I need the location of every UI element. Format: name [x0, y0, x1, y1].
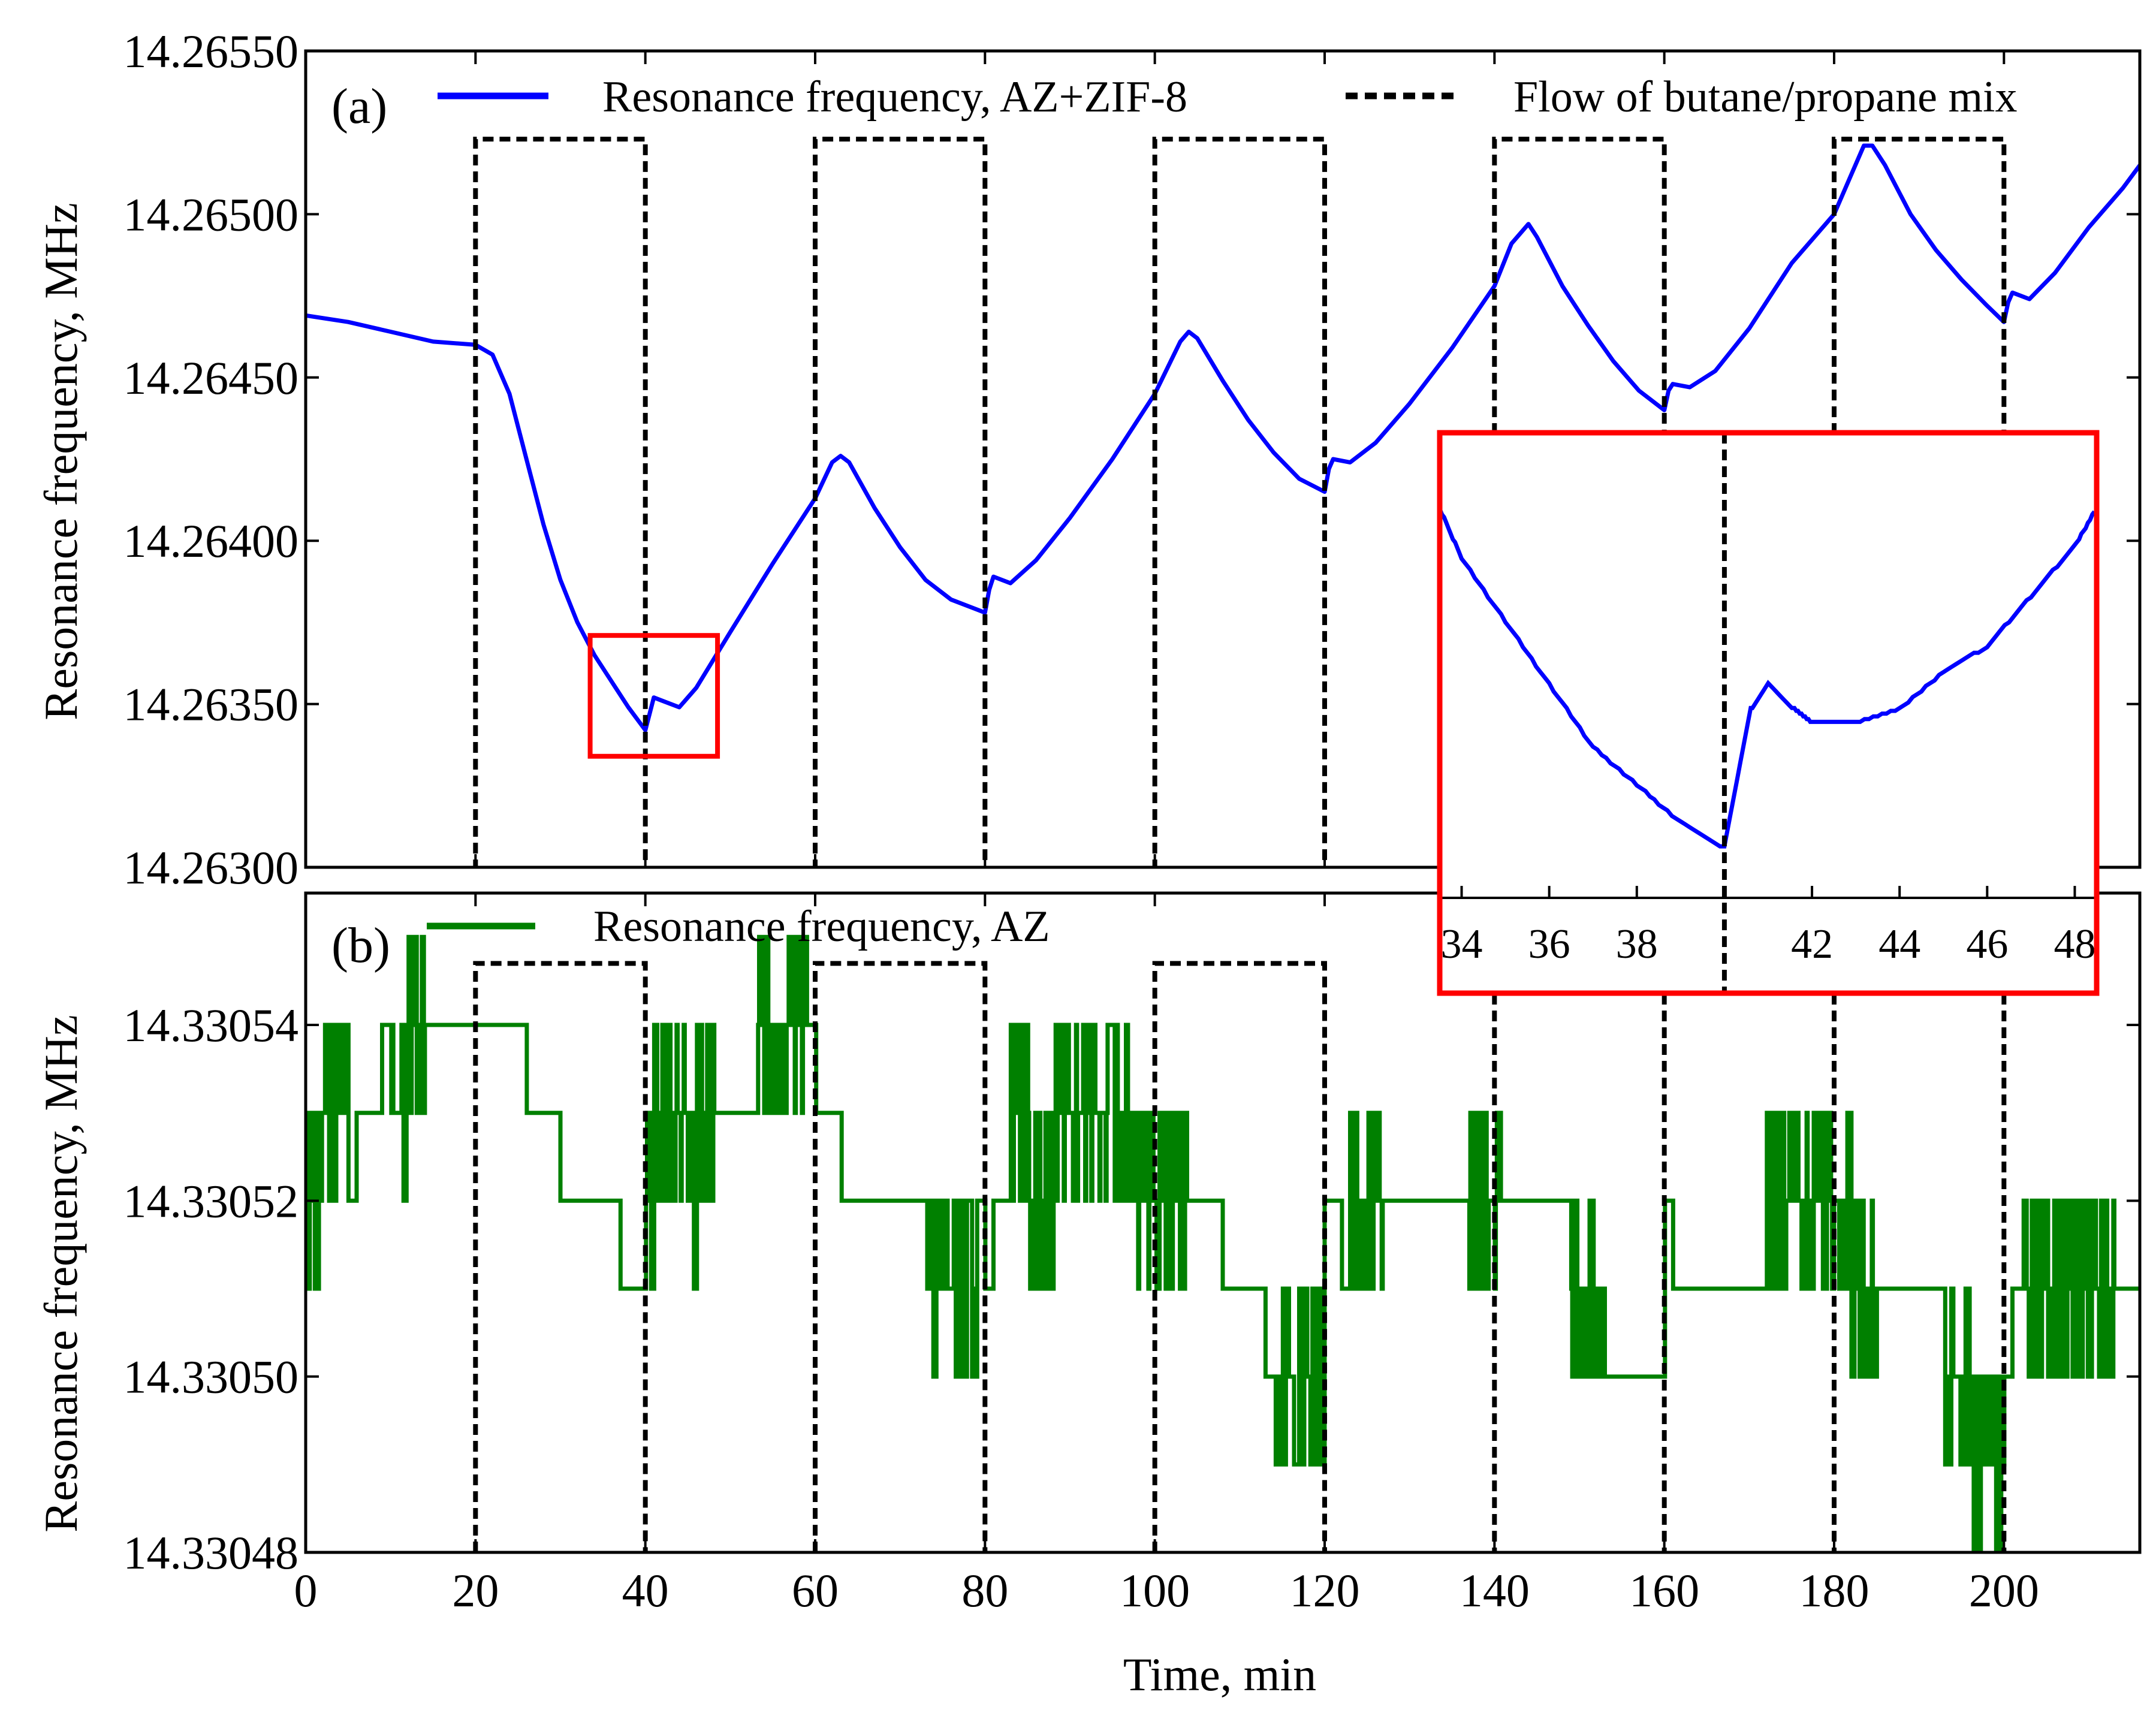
inset-xtick-label: 38	[1616, 921, 1658, 967]
panel-b-xtick-label: 20	[452, 1564, 499, 1617]
inset-xtick-label: 44	[1878, 921, 1920, 967]
panel-a-ytick-label: 14.26450	[123, 352, 299, 404]
legend-label-dashed: Flow of butane/propane mix	[1513, 73, 2018, 122]
panel-a-legend: Resonance frequency, AZ+ZIF-8 Flow of bu…	[438, 73, 2018, 122]
panel-b-xtick-label: 60	[792, 1564, 839, 1617]
panel-b-xtick-label: 120	[1290, 1564, 1360, 1617]
inset-xtick-label: 48	[2054, 921, 2095, 967]
inset-xtick-label: 42	[1791, 921, 1833, 967]
inset-frame	[1437, 430, 2100, 996]
panel-a: 14.26300 14.26350 14.26400 14.26450 14.26500…	[35, 25, 2142, 894]
flow-pulse-b-2	[813, 961, 988, 1552]
panel-b-xtick-label: 100	[1120, 1564, 1190, 1617]
panel-b-ylabel: Resonance frequency, MHz	[35, 1015, 87, 1532]
panel-a-ytick-label: 14.26350	[123, 678, 299, 731]
flow-pulse-a-1	[473, 137, 648, 867]
panel-b-xtick-label: 180	[1799, 1564, 1869, 1617]
x-axis-title: Time, min	[1123, 1648, 1316, 1700]
inset-xtick-label: 34	[1441, 921, 1483, 967]
panel-a-ylabel: Resonance frequency, MHz	[35, 203, 87, 720]
panel-b-xtick-label: 140	[1460, 1564, 1530, 1617]
panel-b-xtick-label: 160	[1629, 1564, 1699, 1617]
series-az-line	[306, 934, 2139, 1552]
legend-label-blue: Resonance frequency, AZ+ZIF-8	[602, 73, 1187, 122]
panel-b-series	[306, 893, 2139, 1552]
inset-xtick-label: 36	[1528, 921, 1570, 967]
inset-background	[1440, 433, 2097, 993]
inset-xtick-label: 46	[1966, 921, 2008, 967]
panel-b-label: (b)	[331, 918, 390, 973]
inset-series-line	[1440, 508, 2097, 849]
panel-b-ytick-label: 14.33050	[123, 1351, 299, 1403]
inset: 34 36 38 42 44 46 48	[1437, 430, 2100, 996]
panel-a-label: (a)	[331, 79, 387, 134]
zoom-highlight-box	[587, 633, 720, 759]
flow-pulse-a-3	[1152, 137, 1327, 867]
panel-b-legend: Resonance frequency, AZ	[427, 902, 1050, 951]
panel-b-frame	[304, 891, 2142, 1554]
flow-pulse-a-2	[813, 137, 988, 867]
panel-b-xtick-label: 200	[1969, 1564, 2039, 1617]
panel-b-ticks: 0 20 40 60 80 100 120 140 160 180 200 14.33048 14.33…	[123, 893, 2140, 1617]
panel-b-ytick-label: 14.33052	[123, 1175, 299, 1227]
legend-label-green: Resonance frequency, AZ	[593, 902, 1050, 951]
panel-a-ytick-label: 14.26300	[123, 842, 299, 894]
flow-pulse-b-3	[1152, 961, 1327, 1552]
panel-a-frame	[304, 49, 2142, 869]
panel-a-ytick-label: 14.26400	[123, 515, 299, 567]
panel-b-xtick-label: 40	[622, 1564, 669, 1617]
flow-pulse-b-1	[473, 961, 648, 1552]
panel-b-xtick-label: 80	[961, 1564, 1008, 1617]
panel-a-ytick-label: 14.26550	[123, 25, 299, 77]
series-az-zif8-line	[306, 143, 2140, 732]
panel-b: 0 20 40 60 80 100 120 140 160 180 200 14.33048 14.33…	[35, 891, 2142, 1700]
inset-series	[1440, 433, 2097, 993]
panel-a-ytick-label: 14.26500	[123, 188, 299, 240]
panel-b-xtick-label: 0	[294, 1564, 318, 1617]
panel-a-ticks: 14.26300 14.26350 14.26400 14.26450 14.26500…	[123, 25, 2140, 894]
panel-b-ytick-label: 14.33054	[123, 999, 299, 1051]
inset-ticks: 34 36 38 42 44 46 48	[1440, 886, 2097, 967]
panel-b-ytick-label: 14.33048	[123, 1527, 299, 1579]
